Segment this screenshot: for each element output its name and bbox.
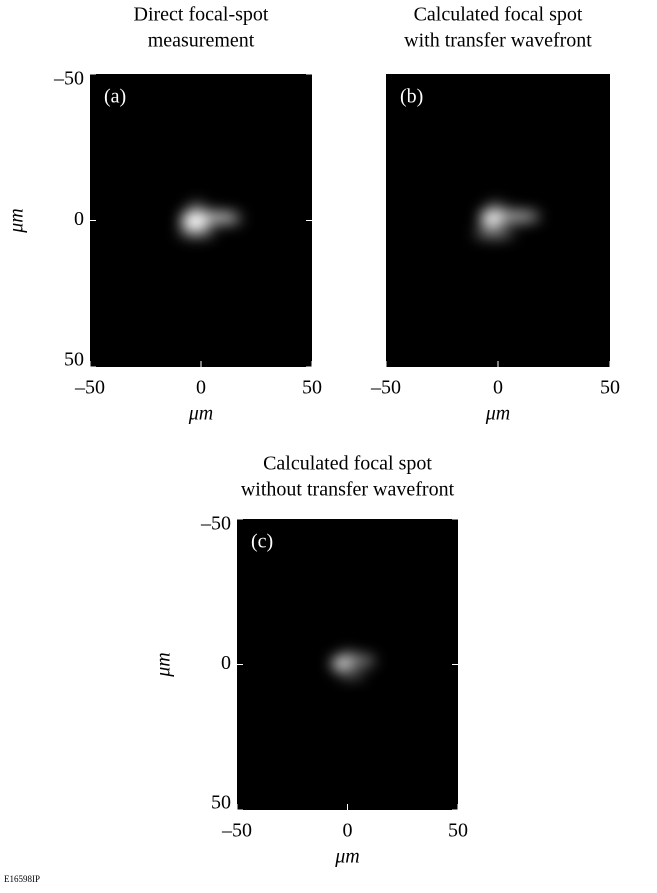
x-tick-label: –50 xyxy=(221,820,252,842)
x-axis-label: μm xyxy=(485,403,510,425)
panel-label: (b) xyxy=(400,86,423,108)
x-tick-label: 50 xyxy=(302,377,322,399)
x-tick-label: 0 xyxy=(343,820,353,842)
x-tick-label: 0 xyxy=(493,377,503,399)
focal-spot xyxy=(474,201,540,239)
panel-label: (c) xyxy=(251,531,273,553)
y-axis-label: μm xyxy=(6,208,28,233)
spot-blob xyxy=(486,201,506,212)
spot-blob xyxy=(484,210,540,223)
y-tick-label: 0 xyxy=(221,652,231,674)
x-tick-label: 50 xyxy=(448,820,468,842)
y-tick-label: 50 xyxy=(64,349,84,371)
y-tick-label: 50 xyxy=(211,792,231,814)
spot-blob xyxy=(215,212,243,225)
spot-blob xyxy=(179,227,215,238)
panel-title: Direct focal-spot xyxy=(134,4,269,26)
x-tick-label: 50 xyxy=(600,377,620,399)
y-tick-label: 0 xyxy=(74,208,84,230)
y-tick-label: –50 xyxy=(53,68,84,90)
x-tick-label: –50 xyxy=(370,377,401,399)
panel-title: Calculated focal spot xyxy=(414,4,583,26)
panel-title: without transfer wavefront xyxy=(241,479,455,501)
y-axis-label: μm xyxy=(153,652,175,677)
spot-blob xyxy=(339,650,356,659)
focal-spot xyxy=(179,201,243,238)
y-tick-label: –50 xyxy=(200,513,231,535)
x-axis-label: μm xyxy=(188,403,213,425)
spot-blob xyxy=(187,201,207,212)
panel-label: (a) xyxy=(104,86,126,108)
x-tick-label: 0 xyxy=(196,377,206,399)
focal-spot xyxy=(331,650,376,679)
panel-title: Calculated focal spot xyxy=(263,453,432,475)
panel-title: measurement xyxy=(148,30,255,52)
x-axis-label: μm xyxy=(334,846,359,868)
spot-blob xyxy=(474,228,514,239)
spot-blob xyxy=(337,670,366,679)
panel-title: with transfer wavefront xyxy=(404,30,592,52)
x-tick-label: –50 xyxy=(74,377,105,399)
figure-id: E16598IP xyxy=(4,874,40,884)
